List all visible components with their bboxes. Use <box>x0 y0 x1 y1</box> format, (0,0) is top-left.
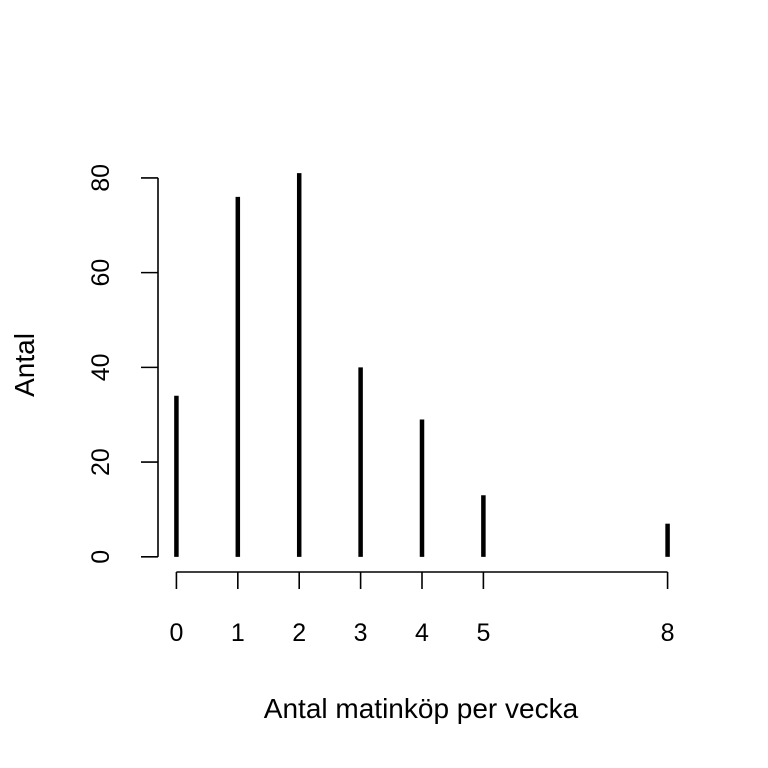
y-tick-label: 40 <box>87 353 115 381</box>
x-tick-label: 8 <box>661 619 675 647</box>
x-axis: 0 1 2 3 4 5 8 <box>169 571 675 647</box>
x-tick-label: 4 <box>415 619 429 647</box>
x-tick-label: 2 <box>292 619 306 647</box>
y-tick-label: 0 <box>87 550 115 564</box>
y-tick-label: 60 <box>87 259 115 287</box>
x-tick-label: 1 <box>231 619 245 647</box>
x-tick-label: 5 <box>476 619 490 647</box>
y-tick-label: 80 <box>87 164 115 192</box>
x-tick-label: 0 <box>169 619 183 647</box>
y-axis-title: Antal <box>9 333 40 397</box>
bars-group <box>174 173 670 557</box>
x-tick-label: 3 <box>354 619 368 647</box>
y-axis: 0 20 40 60 80 <box>87 164 159 564</box>
x-axis-title: Antal matinköp per vecka <box>264 693 579 724</box>
y-tick-label: 20 <box>87 448 115 476</box>
